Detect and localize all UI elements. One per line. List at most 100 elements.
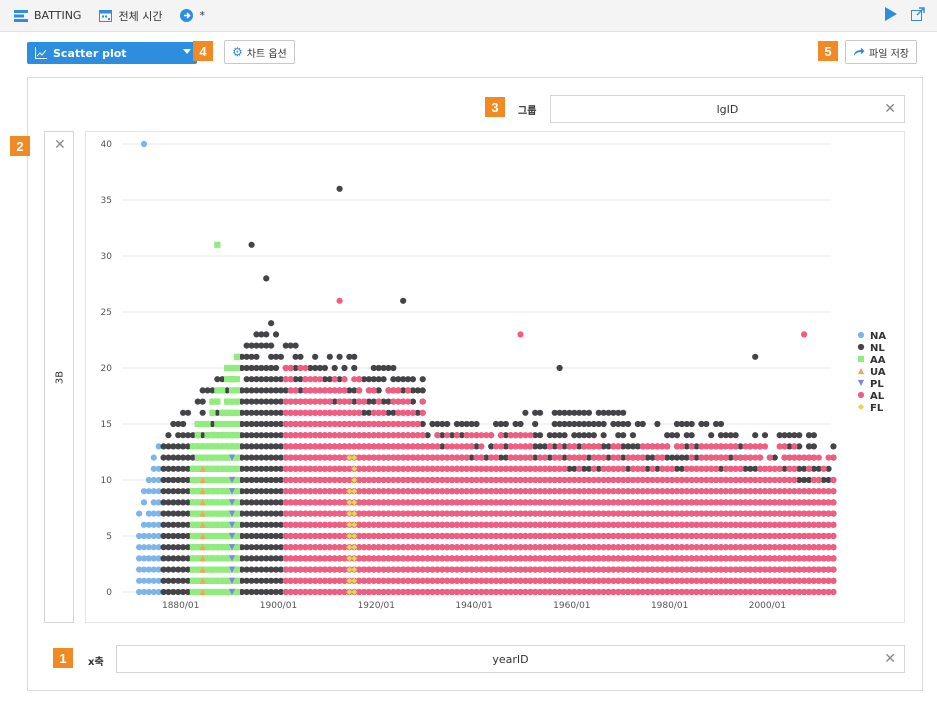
data-point bbox=[664, 521, 671, 528]
data-point bbox=[439, 465, 446, 472]
data-point bbox=[380, 588, 387, 596]
data-point bbox=[541, 465, 549, 472]
play-icon[interactable] bbox=[885, 7, 897, 21]
data-point bbox=[302, 488, 309, 495]
group-field[interactable]: lgID ✕ bbox=[550, 95, 905, 123]
data-point bbox=[219, 432, 226, 439]
data-point bbox=[238, 409, 245, 416]
data-point bbox=[522, 432, 529, 439]
external-link-icon[interactable] bbox=[911, 7, 925, 21]
data-point bbox=[395, 443, 402, 450]
data-point bbox=[404, 510, 412, 517]
data-point bbox=[693, 577, 700, 584]
data-point bbox=[458, 566, 465, 573]
data-point bbox=[673, 577, 681, 584]
run-arrow[interactable]: * bbox=[180, 9, 205, 22]
data-point bbox=[346, 353, 353, 360]
data-point bbox=[605, 443, 612, 450]
data-point bbox=[400, 409, 407, 416]
chart-icon bbox=[35, 47, 47, 59]
data-point bbox=[297, 364, 304, 372]
data-point bbox=[453, 420, 461, 428]
time-range-selector[interactable]: 전체 시간 bbox=[99, 8, 162, 24]
data-point bbox=[620, 532, 627, 540]
data-point bbox=[458, 420, 465, 428]
data-point bbox=[287, 454, 294, 461]
data-point bbox=[297, 521, 304, 528]
data-point bbox=[492, 544, 500, 551]
data-point bbox=[673, 499, 681, 506]
data-point bbox=[263, 532, 270, 540]
save-file-button[interactable]: 파일 저장 bbox=[845, 40, 917, 64]
data-point bbox=[400, 432, 407, 439]
data-point bbox=[712, 521, 720, 528]
data-point bbox=[175, 454, 182, 461]
close-icon[interactable]: ✕ bbox=[884, 651, 896, 667]
data-point bbox=[253, 566, 260, 573]
data-point bbox=[825, 588, 832, 596]
data-point bbox=[248, 432, 255, 439]
data-point bbox=[810, 521, 817, 528]
y-axis-field[interactable]: ✕ 3B bbox=[44, 131, 74, 623]
data-point bbox=[688, 555, 695, 562]
data-point bbox=[424, 566, 431, 573]
close-icon[interactable]: ✕ bbox=[54, 137, 66, 153]
data-point bbox=[263, 566, 270, 573]
data-point bbox=[346, 476, 353, 484]
data-point bbox=[145, 555, 152, 562]
data-point bbox=[258, 521, 265, 528]
data-point bbox=[180, 499, 187, 506]
data-point bbox=[757, 443, 764, 450]
data-point bbox=[385, 588, 392, 596]
data-point bbox=[639, 454, 646, 461]
data-point bbox=[532, 499, 539, 506]
data-point bbox=[561, 499, 568, 506]
chart-type-select[interactable]: Scatter plot bbox=[27, 42, 197, 64]
y-axis-value: 3B bbox=[54, 370, 66, 385]
data-point bbox=[585, 521, 593, 528]
data-point bbox=[791, 454, 798, 461]
data-point bbox=[424, 476, 431, 484]
data-point bbox=[287, 532, 294, 540]
data-point bbox=[385, 432, 392, 439]
data-point bbox=[175, 432, 182, 439]
data-point bbox=[512, 420, 519, 428]
data-point bbox=[365, 510, 373, 517]
data-point bbox=[351, 454, 358, 461]
data-point bbox=[287, 488, 294, 495]
data-point bbox=[414, 499, 421, 506]
data-point bbox=[228, 510, 236, 517]
data-point bbox=[761, 566, 769, 573]
data-point bbox=[263, 521, 270, 528]
data-point bbox=[444, 432, 451, 439]
chart-options-button[interactable]: ⚙ 차트 옵션 bbox=[224, 40, 295, 64]
data-point bbox=[776, 499, 783, 506]
data-point bbox=[414, 488, 421, 495]
close-icon[interactable]: ✕ bbox=[884, 101, 896, 117]
data-point bbox=[351, 476, 358, 484]
data-point bbox=[419, 532, 426, 540]
data-point bbox=[204, 510, 211, 517]
data-point bbox=[683, 499, 690, 506]
data-point bbox=[326, 454, 333, 461]
data-point bbox=[204, 420, 211, 428]
data-point bbox=[673, 532, 681, 540]
x-axis-field[interactable]: yearID ✕ bbox=[116, 645, 905, 673]
data-point bbox=[385, 488, 392, 495]
data-point bbox=[796, 499, 803, 506]
data-point bbox=[659, 566, 666, 573]
data-point bbox=[654, 499, 661, 506]
data-point bbox=[502, 432, 509, 439]
data-point bbox=[556, 409, 563, 416]
data-point bbox=[688, 443, 695, 450]
data-point bbox=[517, 577, 524, 584]
data-point bbox=[488, 454, 495, 461]
data-point bbox=[272, 510, 280, 517]
data-point bbox=[727, 521, 734, 528]
data-point bbox=[766, 577, 773, 584]
data-point bbox=[571, 544, 578, 551]
data-point bbox=[287, 566, 294, 573]
data-point bbox=[160, 488, 167, 495]
data-point bbox=[664, 510, 671, 517]
dataset-selector[interactable]: BATTING bbox=[14, 9, 81, 22]
